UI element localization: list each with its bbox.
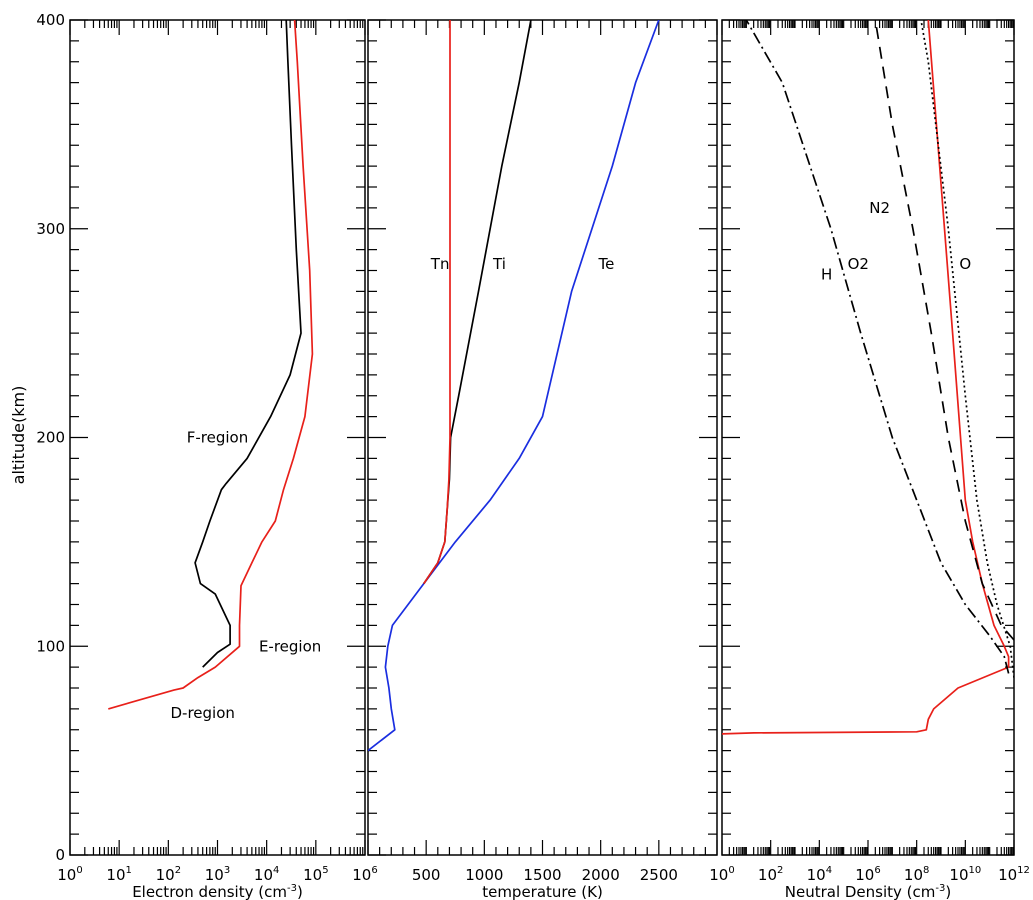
series-line bbox=[194, 20, 302, 668]
x-tick-label: 100 bbox=[57, 865, 82, 884]
series-line bbox=[920, 20, 1014, 678]
tick-base: 10 bbox=[303, 866, 322, 884]
x-axis-label-exponent: -3 bbox=[287, 883, 297, 894]
tick-base: 10 bbox=[758, 866, 777, 884]
tick-exponent: 2 bbox=[777, 865, 783, 876]
x-axis-label-exponent: -3 bbox=[935, 883, 945, 894]
curve-annotation: H bbox=[821, 266, 832, 284]
y-tick-label: 200 bbox=[36, 429, 65, 447]
x-tick-label: 1000 bbox=[465, 866, 503, 884]
curve-annotation: Ti bbox=[492, 255, 506, 273]
x-axis-label-text: Electron density (cm bbox=[132, 883, 287, 900]
x-tick-label: 104 bbox=[807, 865, 832, 884]
curve-annotation: E-region bbox=[259, 637, 321, 655]
x-tick-label: 106 bbox=[352, 865, 377, 884]
x-tick-label: 100 bbox=[709, 865, 734, 884]
tick-exponent: 0 bbox=[76, 865, 82, 876]
tick-base: 10 bbox=[106, 866, 125, 884]
series-line bbox=[722, 20, 1010, 735]
x-tick-label: 108 bbox=[904, 865, 929, 884]
tick-base: 10 bbox=[254, 866, 273, 884]
x-axis-label: Electron density (cm-3) bbox=[132, 883, 303, 900]
tick-exponent: 3 bbox=[224, 865, 230, 876]
series-group bbox=[722, 20, 1014, 735]
tick-exponent: 5 bbox=[322, 865, 328, 876]
curve-annotation: N2 bbox=[869, 199, 890, 217]
y-tick-label: 100 bbox=[36, 637, 65, 655]
tick-base: 10 bbox=[949, 866, 968, 884]
series-line bbox=[745, 20, 1010, 674]
x-axis-label-close: ) bbox=[945, 883, 951, 900]
tick-base: 10 bbox=[156, 866, 175, 884]
tick-base: 10 bbox=[709, 866, 728, 884]
series-line bbox=[874, 20, 1014, 641]
x-axis-label-text: Neutral Density (cm bbox=[785, 883, 936, 900]
x-axis-label: temperature (K) bbox=[482, 883, 603, 900]
tick-exponent: 10 bbox=[969, 865, 982, 876]
x-tick-label: 2500 bbox=[640, 866, 678, 884]
y-axis-label: altitude(km) bbox=[9, 386, 28, 485]
x-tick-label: 1500 bbox=[523, 866, 561, 884]
x-tick-label: 500 bbox=[412, 866, 441, 884]
x-tick-label: 103 bbox=[205, 865, 230, 884]
tick-exponent: 6 bbox=[371, 865, 377, 876]
tick-exponent: 1 bbox=[126, 865, 132, 876]
x-tick-label: 102 bbox=[758, 865, 783, 884]
tick-base: 10 bbox=[205, 866, 224, 884]
series-line bbox=[423, 20, 532, 585]
series-line bbox=[423, 20, 451, 585]
panel-2: 500 1000 1500 2000 2500 temperature (K) Tn Ti Te bbox=[367, 19, 718, 900]
tick-base: 10 bbox=[352, 866, 371, 884]
tick-exponent: 8 bbox=[923, 865, 929, 876]
plot-frame bbox=[721, 19, 1015, 856]
tick-base: 10 bbox=[904, 866, 923, 884]
x-tick-label: 102 bbox=[156, 865, 181, 884]
x-tick-label: 1010 bbox=[949, 865, 981, 884]
tick-exponent: 2 bbox=[175, 865, 181, 876]
series-group bbox=[108, 20, 314, 710]
curve-annotation: O bbox=[959, 255, 971, 273]
x-tick-label: 105 bbox=[303, 865, 328, 884]
tick-base: 10 bbox=[807, 866, 826, 884]
x-axis-label-close: ) bbox=[297, 883, 303, 900]
series-line bbox=[368, 20, 660, 752]
curve-annotation: F-region bbox=[187, 429, 248, 447]
curve-annotation: Tn bbox=[430, 255, 450, 273]
x-axis-label: Neutral Density (cm-3) bbox=[785, 883, 951, 900]
tick-base: 10 bbox=[998, 866, 1017, 884]
y-tick-label: 0 bbox=[55, 846, 65, 864]
x-tick-label: 101 bbox=[106, 865, 131, 884]
tick-exponent: 12 bbox=[1017, 865, 1030, 876]
plot-frame bbox=[367, 19, 718, 856]
tick-exponent: 4 bbox=[273, 865, 279, 876]
y-tick-label: 400 bbox=[36, 11, 65, 29]
x-tick-label: 106 bbox=[855, 865, 880, 884]
tick-exponent: 4 bbox=[826, 865, 832, 876]
x-tick-label: 2000 bbox=[582, 866, 620, 884]
curve-annotation: O2 bbox=[848, 255, 869, 273]
x-tick-label: 104 bbox=[254, 865, 279, 884]
tick-exponent: 6 bbox=[874, 865, 880, 876]
series-group bbox=[368, 20, 660, 752]
x-tick-label: 1012 bbox=[998, 865, 1030, 884]
y-tick-label: 300 bbox=[36, 220, 65, 238]
tick-base: 10 bbox=[855, 866, 874, 884]
tick-base: 10 bbox=[57, 866, 76, 884]
curve-annotation: Te bbox=[598, 255, 615, 273]
curve-annotation: D-region bbox=[170, 704, 234, 722]
tick-exponent: 0 bbox=[728, 865, 734, 876]
series-line bbox=[108, 20, 314, 710]
